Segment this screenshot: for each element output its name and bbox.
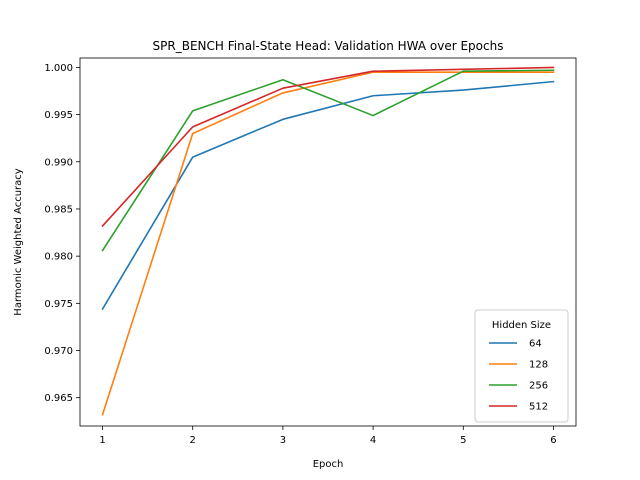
series-lines <box>101 66 555 416</box>
y-tick-label: 0.985 <box>44 204 73 215</box>
legend-box <box>474 309 569 423</box>
x-tick-label: 5 <box>460 435 466 446</box>
series-line-128 <box>101 71 555 416</box>
y-tick-label: 0.970 <box>44 346 73 357</box>
axes-frame <box>79 57 577 427</box>
y-tick-label: 0.990 <box>44 157 73 168</box>
y-axis-title: Harmonic Weighted Accuracy <box>13 168 24 315</box>
y-tick-label: 0.995 <box>44 110 73 121</box>
x-tick-label: 4 <box>370 435 376 446</box>
y-tick-label: 0.965 <box>44 393 73 404</box>
legend-label-256: 256 <box>529 381 548 392</box>
legend: Hidden Size 64 128 256 512 <box>474 309 569 423</box>
y-tick-label: 1.000 <box>44 63 73 74</box>
x-tick-label: 3 <box>280 435 286 446</box>
legend-title: Hidden Size <box>492 320 551 331</box>
legend-label-512: 512 <box>529 402 548 413</box>
x-axis-title: Epoch <box>313 459 344 470</box>
legend-label-128: 128 <box>529 360 548 371</box>
chart-title: SPR_BENCH Final-State Head: Validation H… <box>153 39 504 53</box>
x-tick-label: 1 <box>99 435 105 446</box>
x-tick-label: 6 <box>550 435 556 446</box>
x-tick-label: 2 <box>190 435 196 446</box>
y-tick-label: 0.980 <box>44 252 73 263</box>
y-axis-ticks: 0.965 0.970 0.975 0.980 0.985 0.990 0.995 1.000 <box>44 63 80 404</box>
x-axis-ticks: 1 2 3 4 5 6 <box>99 426 557 446</box>
legend-label-64: 64 <box>529 339 542 350</box>
y-tick-label: 0.975 <box>44 299 73 310</box>
series-line-256 <box>101 69 555 252</box>
axes <box>79 57 577 427</box>
series-line-512 <box>101 66 555 228</box>
